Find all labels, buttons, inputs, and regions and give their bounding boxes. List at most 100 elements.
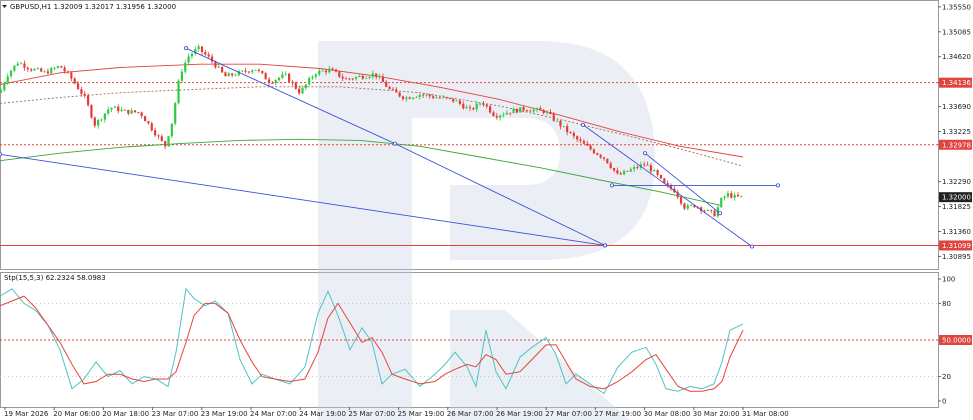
trendline-anchor (603, 243, 608, 248)
osc-tick-label: 0 (942, 398, 946, 406)
candle-body (361, 75, 364, 79)
candle-body (36, 68, 39, 70)
candle-body (378, 76, 381, 78)
osc-tick-label: 80 (942, 300, 951, 308)
candle-body (264, 73, 267, 80)
candle-body (636, 167, 639, 168)
candle-body (110, 107, 113, 110)
candle-body (6, 76, 9, 83)
candle-body (559, 120, 562, 127)
candle-body (184, 62, 187, 72)
candle-body (338, 71, 341, 77)
candle-body (247, 71, 250, 73)
candle-body (545, 112, 549, 114)
candle-body (271, 82, 274, 84)
candle-body (331, 68, 334, 70)
candle-body (334, 69, 338, 72)
candle-body (190, 53, 194, 57)
candle-body (736, 194, 740, 197)
candle-body (438, 97, 441, 99)
candle-body (411, 97, 415, 99)
candle-body (348, 78, 351, 80)
candle-body (599, 154, 602, 158)
moving-average-line (0, 138, 721, 206)
candle-body (405, 97, 408, 100)
time-tick-label: 30 Mar 08:00 (644, 410, 691, 418)
candle-body (539, 108, 542, 110)
candle-body (63, 67, 66, 72)
candle-body (626, 170, 629, 172)
price-tick-label: 1.35550 (942, 3, 971, 11)
candle-body (482, 103, 485, 105)
candle-body (298, 88, 301, 94)
candle-body (525, 110, 529, 112)
candle-body (234, 75, 237, 77)
candle-body (288, 73, 291, 82)
candle-body (53, 67, 56, 69)
price-tick-label: 1.35085 (942, 28, 971, 36)
candle-body (659, 174, 663, 179)
candle-body (401, 96, 405, 100)
candle-body (194, 49, 197, 54)
candle-body (180, 71, 183, 81)
candle-body (207, 54, 210, 57)
candle-body (40, 68, 43, 72)
candle-body (669, 185, 673, 189)
candle-body (277, 77, 281, 81)
candle-body (157, 135, 160, 137)
candle-body (224, 72, 227, 77)
price-tick-label: 1.31360 (942, 228, 971, 236)
price-label-box (939, 139, 972, 150)
candle-body (197, 46, 200, 50)
candle-body (321, 70, 324, 72)
candle-body (643, 164, 646, 166)
candle-body (499, 115, 502, 118)
osc-tick-label: 50.0000 (942, 337, 971, 345)
trendline (644, 152, 721, 214)
candle-body (629, 169, 632, 172)
candle-body (596, 153, 599, 155)
candle-body (244, 70, 247, 72)
candle-body (154, 130, 157, 136)
candle-body (686, 205, 689, 209)
candle-body (341, 76, 344, 79)
candle-body (308, 78, 311, 85)
candle-body (375, 73, 378, 77)
candle-body (683, 203, 686, 209)
price-tick-label: 1.32000 (942, 194, 971, 202)
candle-body (381, 76, 384, 83)
candle-body (492, 112, 495, 117)
candle-body (468, 107, 472, 109)
time-tick-label: 26 Mar 19:00 (496, 410, 543, 418)
candle-body (200, 46, 204, 53)
candle-body (395, 89, 398, 93)
candle-body (70, 72, 73, 79)
candle-body (502, 114, 505, 116)
moving-average-line (0, 86, 744, 167)
candle-body (512, 109, 515, 114)
candle-body (93, 117, 96, 126)
candle-body (522, 107, 525, 111)
price-label-box (939, 192, 972, 203)
candle-body (505, 112, 508, 115)
candle-body (452, 98, 455, 102)
candle-body (408, 97, 411, 99)
candle-body (458, 100, 462, 104)
candle-body (455, 100, 458, 102)
candle-body (140, 112, 143, 117)
candle-body (257, 69, 261, 71)
trendline-anchor (750, 244, 755, 249)
candle-body (579, 139, 582, 141)
dropdown-arrow-icon[interactable] (2, 5, 7, 8)
candle-body (515, 109, 518, 113)
candle-body (160, 136, 163, 141)
candle-body (656, 170, 659, 175)
candle-body (368, 76, 371, 78)
candle-body (475, 103, 478, 110)
candle-body (13, 65, 16, 71)
candle-body (710, 209, 713, 211)
candle-body (227, 73, 230, 77)
stochastic-line (0, 295, 744, 392)
candle-body (120, 109, 123, 112)
price-tick-label: 1.33690 (942, 103, 971, 111)
